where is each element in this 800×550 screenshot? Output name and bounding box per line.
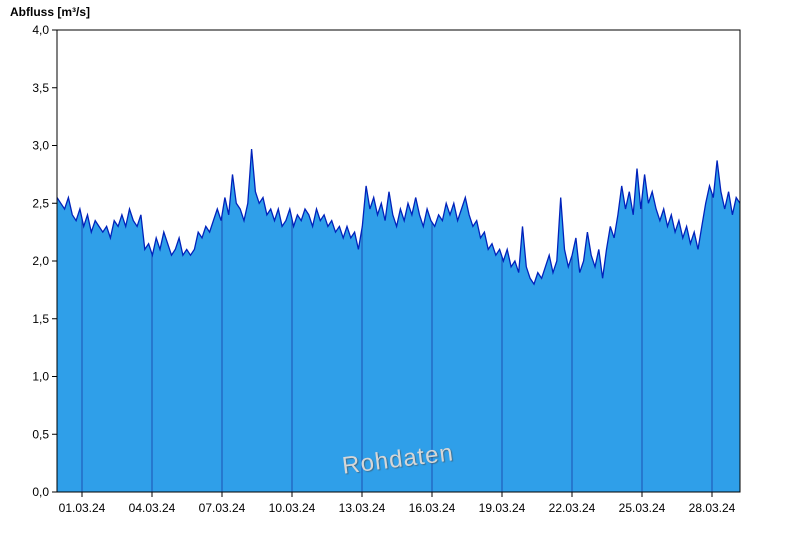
y-tick-label: 0,0 [32,485,49,499]
y-tick-label: 1,0 [32,370,49,384]
x-tick-label: 19.03.24 [479,501,526,515]
line-series [56,148,741,286]
x-tick-label: 16.03.24 [409,501,456,515]
gridlines [81,149,713,492]
area-fill [57,149,740,492]
y-tick-label: 3,0 [32,139,49,153]
x-tick-label: 04.03.24 [129,501,176,515]
x-tick-label: 22.03.24 [549,501,596,515]
y-tick-label: 2,0 [32,254,49,268]
x-tick-label: 10.03.24 [269,501,316,515]
x-tick-label: 01.03.24 [59,501,106,515]
x-tick-label: 13.03.24 [339,501,386,515]
y-tick-label: 2,5 [32,196,49,210]
y-tick-label: 0,5 [32,427,49,441]
x-tick-label: 28.03.24 [689,501,736,515]
x-tick-label: 07.03.24 [199,501,246,515]
y-tick-label: 1,5 [32,312,49,326]
y-tick-label: 4,0 [32,23,49,37]
y-axis-title: Abfluss [m³/s] [10,5,91,19]
x-tick-label: 25.03.24 [619,501,666,515]
y-tick-label: 3,5 [32,81,49,95]
